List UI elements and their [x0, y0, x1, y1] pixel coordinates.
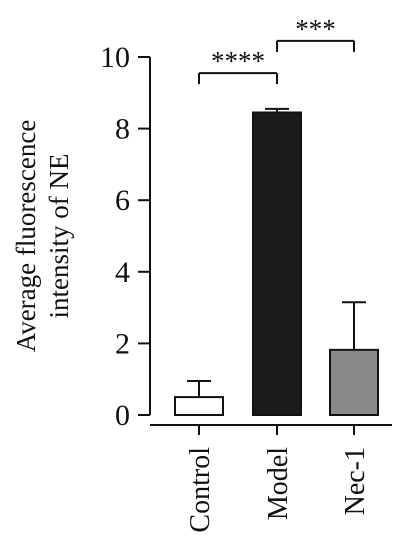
x-tick-label-nec-1: Nec-1 — [340, 447, 371, 515]
x-tick-label-control: Control — [185, 447, 216, 533]
y-tick-label-4: 4 — [115, 256, 130, 289]
y-tick-label-8: 8 — [115, 113, 130, 146]
y-axis-title-line2: intensity of NE — [44, 154, 74, 319]
y-axis-title-line1: Average fluorescence — [11, 120, 41, 353]
bar-model — [252, 111, 302, 417]
x-tick-label-model: Model — [263, 447, 294, 520]
bar-control — [174, 396, 224, 417]
y-tick-label-10: 10 — [100, 41, 130, 74]
significance-label-0: **** — [211, 46, 265, 76]
y-tick-label-2: 2 — [115, 327, 130, 360]
significance-label-1: *** — [295, 14, 336, 44]
y-tick-label-0: 0 — [115, 399, 130, 432]
bar-nec-1 — [329, 348, 379, 416]
y-tick-label-6: 6 — [115, 184, 130, 217]
